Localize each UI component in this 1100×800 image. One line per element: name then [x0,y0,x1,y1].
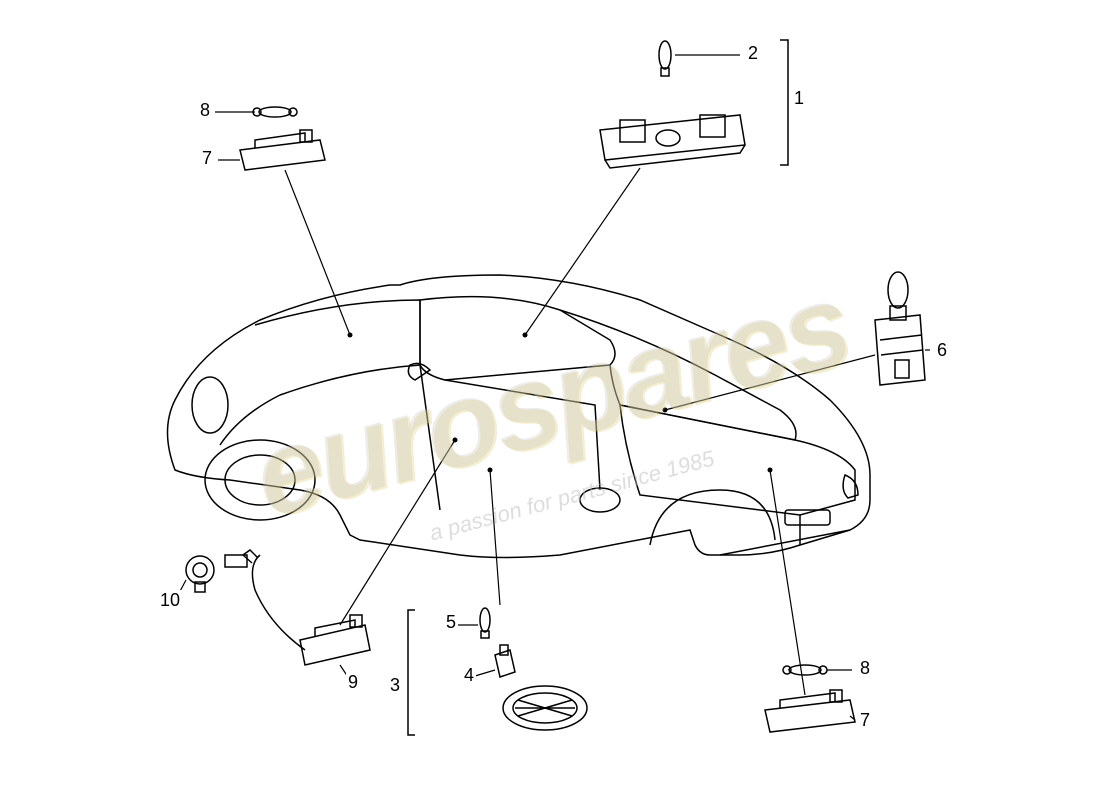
callout-8a: 8 [198,100,212,121]
callout-1: 1 [792,88,806,109]
car-body [168,275,871,558]
part-grommet [178,556,214,595]
diagram-svg [0,0,1100,800]
callout-5: 5 [444,612,458,633]
callout-7a: 7 [200,148,214,169]
callout-9: 9 [346,672,360,693]
callout-7b: 7 [858,710,872,731]
part-luggage-light-front [215,107,350,335]
callout-2: 2 [746,43,760,64]
part-footwell-lamp [408,470,587,735]
callout-4: 4 [462,665,476,686]
part-engine-light [665,272,930,410]
callout-6: 6 [935,340,949,361]
part-entry-light [225,440,455,680]
callout-10: 10 [158,590,182,611]
parts-diagram: eurospares a passion for parts since 198… [0,0,1100,800]
callout-8b: 8 [858,658,872,679]
part-dome-light [525,40,788,335]
callout-3: 3 [388,675,402,696]
